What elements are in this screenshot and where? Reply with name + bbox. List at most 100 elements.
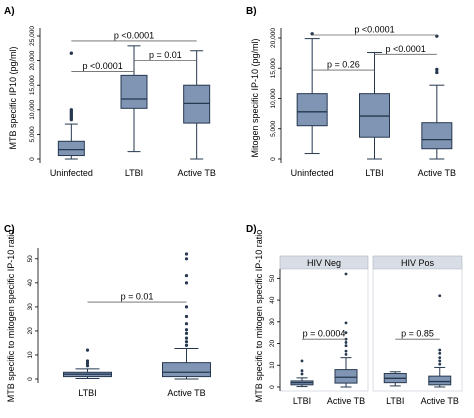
p-value-label: p = 0.01	[121, 292, 154, 302]
y-tick-label: 10,000	[270, 88, 277, 108]
p-value-label: p = 0.01	[149, 50, 182, 60]
y-tick-label: 5,000	[29, 126, 36, 143]
outlier-point	[85, 361, 90, 365]
y-tick-label: 10	[269, 361, 276, 369]
outlier-point	[344, 321, 348, 325]
outlier-point	[300, 369, 304, 373]
outlier-point	[438, 351, 442, 355]
outlier-point	[69, 51, 74, 55]
facet-plot-area	[372, 268, 463, 392]
box-iqr	[428, 375, 452, 386]
box-iqr	[183, 84, 211, 124]
x-tick-label: Active TB	[327, 396, 365, 406]
box-iqr	[421, 122, 453, 150]
p-value-label: p <0.0001	[386, 44, 426, 54]
y-axis-label: MTB specific IP10 (pg/ml)	[8, 46, 18, 149]
panel-label: B)	[246, 6, 257, 17]
outlier-point	[435, 70, 439, 75]
outlier-point	[184, 257, 189, 261]
box-iqr	[162, 362, 211, 378]
outlier-point	[184, 274, 189, 278]
p-value-label: p = 0.26	[327, 60, 360, 70]
y-tick-label: 40	[269, 296, 276, 304]
y-tick-label: 20	[27, 327, 34, 335]
outlier-point	[438, 362, 442, 366]
plot-area	[38, 248, 236, 383]
outlier-point	[184, 336, 189, 340]
panel-label: D)	[246, 224, 257, 235]
panel-label: A)	[4, 6, 15, 17]
x-tick-label: Active TB	[418, 168, 456, 178]
outlier-point	[300, 372, 304, 376]
outlier-point	[438, 348, 442, 352]
y-tick-label: 40	[27, 279, 34, 287]
box-iqr	[57, 140, 85, 157]
outlier-point	[438, 359, 442, 363]
y-tick-label: 0	[269, 385, 276, 389]
outlier-point	[344, 344, 348, 348]
outlier-point	[184, 305, 189, 309]
box-iqr	[296, 93, 328, 127]
y-tick-label: 50	[269, 274, 276, 282]
x-tick-label: Uninfected	[291, 168, 334, 178]
y-tick-label: 15,000	[270, 58, 277, 78]
outlier-point	[184, 343, 189, 347]
y-tick-label: 0	[270, 157, 277, 161]
y-tick-label: 0	[27, 377, 34, 381]
outlier-point	[85, 364, 90, 368]
box-iqr	[120, 74, 148, 109]
y-tick-label: 50	[27, 255, 34, 263]
x-tick-label: Active TB	[167, 388, 205, 398]
outlier-point	[344, 353, 348, 356]
y-tick-label: 15,000	[29, 75, 36, 95]
x-tick-label: Active TB	[177, 168, 215, 178]
outlier-point	[438, 294, 442, 298]
y-axis-label: Mitogen specific IP-10 (pg/ml)	[250, 38, 260, 157]
y-tick-label: 10	[27, 351, 34, 359]
outlier-point	[438, 356, 442, 360]
facet-title: HIV Pos	[401, 258, 435, 268]
facet-title: HIV Neg	[307, 258, 341, 268]
y-tick-label: 30	[27, 303, 34, 311]
outlier-point	[344, 341, 348, 344]
x-tick-label: LTBI	[365, 168, 383, 178]
y-axis-label: MTB specific to mitogen specific IP-10 r…	[254, 230, 264, 403]
y-tick-label: 0	[29, 157, 36, 161]
outlier-point	[184, 322, 189, 326]
y-tick-label: 20,000	[270, 28, 277, 48]
outlier-point	[300, 359, 304, 363]
outlier-point	[344, 349, 348, 353]
x-tick-label: LTBI	[78, 388, 96, 398]
x-tick-label: Uninfected	[50, 168, 93, 178]
y-tick-label: 20	[269, 340, 276, 348]
x-tick-label: LTBI	[386, 396, 404, 406]
outlier-point	[184, 314, 189, 319]
outlier-point	[435, 67, 439, 72]
x-tick-label: Active TB	[421, 396, 459, 406]
outlier-point	[344, 272, 348, 276]
p-value-label: p = 0.85	[401, 329, 434, 339]
outlier-point	[344, 331, 348, 335]
y-axis-label: MTB specific to mitogen specific IP-10 r…	[6, 230, 16, 403]
p-value-label: p <0.0001	[83, 61, 123, 71]
p-value-label: p <0.0001	[114, 30, 154, 40]
y-tick-label: 20,000	[29, 50, 36, 70]
x-tick-label: LTBI	[293, 396, 311, 406]
outlier-point	[184, 331, 189, 335]
outlier-point	[69, 108, 74, 112]
outlier-point	[184, 328, 189, 332]
p-value-label: p = 0.0004	[303, 329, 346, 339]
outlier-point	[184, 252, 189, 256]
y-tick-label: 25,000	[29, 26, 36, 46]
outlier-point	[85, 348, 90, 352]
box-iqr	[334, 369, 358, 384]
outlier-point	[184, 281, 189, 285]
x-tick-label: LTBI	[125, 168, 143, 178]
y-tick-label: 30	[269, 318, 276, 326]
outlier-point	[184, 340, 189, 344]
p-value-label: p <0.0001	[354, 24, 394, 34]
outlier-point	[85, 359, 90, 363]
y-tick-label: 10,000	[29, 99, 36, 119]
panel-label: C)	[4, 224, 15, 235]
